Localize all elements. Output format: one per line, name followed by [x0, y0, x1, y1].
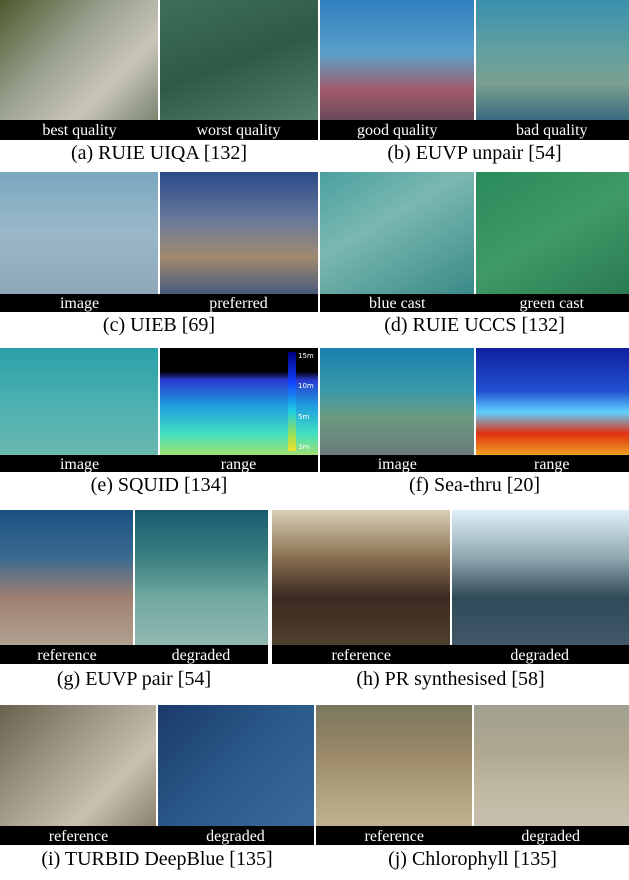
image-label: degraded	[451, 648, 629, 664]
image	[158, 705, 314, 826]
caption: (h) PR synthesised [58]	[272, 668, 629, 691]
image-label: degraded	[157, 829, 314, 845]
image	[135, 510, 268, 645]
image-label: reference	[0, 648, 134, 664]
image-label: reference	[316, 829, 473, 845]
image	[476, 172, 629, 294]
image	[160, 172, 318, 294]
caption: (a) RUIE UIQA [132]	[0, 142, 318, 165]
image-label: worst quality	[159, 123, 318, 139]
image	[474, 705, 629, 826]
caption: (e) SQUID [134]	[0, 474, 318, 497]
colorbar-label: 15m	[298, 352, 314, 360]
image	[160, 0, 318, 120]
caption: (i) TURBID DeepBlue [135]	[0, 848, 314, 871]
image-label: range	[475, 457, 629, 473]
image-label: image	[320, 457, 475, 473]
image-label: good quality	[320, 123, 475, 139]
image	[0, 510, 133, 645]
caption: (j) Chlorophyll [135]	[316, 848, 629, 871]
colorbar-label: 10m	[298, 382, 314, 390]
image-label: range	[159, 457, 318, 473]
image-label: best quality	[0, 123, 159, 139]
caption: (g) EUVP pair [54]	[0, 668, 268, 691]
image	[452, 510, 629, 645]
colorbar	[288, 352, 296, 451]
image	[476, 348, 629, 455]
image	[320, 0, 474, 120]
image-label: green cast	[475, 296, 629, 312]
image-label: blue cast	[320, 296, 475, 312]
image	[0, 0, 158, 120]
image-label: degraded	[134, 648, 268, 664]
image	[320, 172, 474, 294]
image	[476, 0, 629, 120]
image-label: reference	[0, 829, 157, 845]
caption: (d) RUIE UCCS [132]	[320, 314, 629, 337]
image	[0, 348, 158, 455]
colorbar-label: 5m	[298, 413, 309, 421]
image-label: preferred	[159, 296, 318, 312]
colorbar-label: 3m	[298, 443, 309, 451]
figure: best qualityworst quality (a) RUIE UIQA […	[0, 0, 629, 880]
image	[316, 705, 472, 826]
image	[272, 510, 450, 645]
image-label: reference	[272, 648, 451, 664]
image	[0, 705, 156, 826]
image-label: degraded	[473, 829, 629, 845]
caption: (c) UIEB [69]	[0, 314, 318, 337]
image-label: bad quality	[475, 123, 629, 139]
image-label: image	[0, 296, 159, 312]
image	[0, 172, 158, 294]
image	[320, 348, 474, 455]
caption: (b) EUVP unpair [54]	[320, 142, 629, 165]
caption: (f) Sea-thru [20]	[320, 474, 629, 497]
image-label: image	[0, 457, 159, 473]
